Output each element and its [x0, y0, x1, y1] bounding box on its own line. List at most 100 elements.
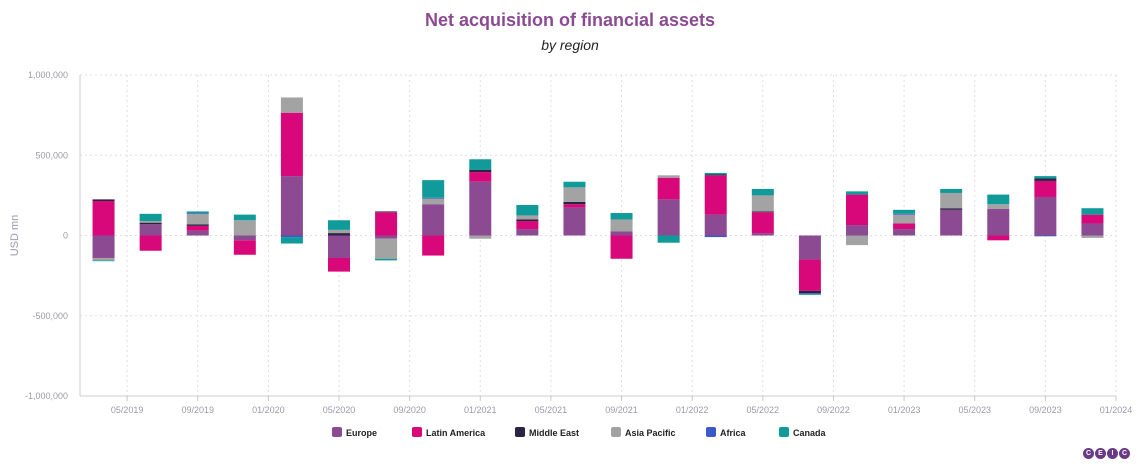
bar-segment [280, 112, 303, 177]
bar-segment [751, 195, 774, 212]
bar-segment [516, 215, 539, 220]
bar-segment [139, 235, 162, 251]
bar-segment [751, 233, 774, 236]
legend-label: Asia Pacific [625, 428, 676, 438]
bar-segment [610, 213, 633, 220]
bar-segment [704, 174, 727, 176]
bar-segment [280, 237, 303, 244]
bar-segment [846, 194, 868, 226]
logo-letter: C [1119, 448, 1130, 459]
bar-segment [704, 235, 727, 238]
bar-segment [751, 188, 774, 196]
bar-segment [375, 235, 398, 239]
legend-label: Europe [346, 428, 377, 438]
bar-segment [280, 176, 303, 236]
bar-segment [657, 175, 680, 178]
bar-segment [987, 209, 1010, 236]
bar-segment [328, 235, 350, 258]
bar-segment [516, 219, 539, 222]
bar-segment [469, 169, 492, 173]
bar-segment [186, 230, 209, 236]
bar-segment [940, 209, 963, 236]
bar-segment [563, 201, 586, 205]
legend-label: Africa [720, 428, 747, 438]
bar-segment [893, 209, 916, 214]
bar-segment [798, 259, 821, 291]
bar-segment [1034, 178, 1057, 181]
bar-segment [798, 235, 821, 260]
bar-segment [846, 225, 868, 236]
bar-segment [704, 214, 727, 236]
x-tick-label: 01/2022 [676, 405, 709, 415]
bar-segment [469, 172, 492, 182]
bar-segment [751, 212, 774, 234]
bar-segment [987, 194, 1010, 205]
bar-segment [563, 204, 586, 208]
bar-segment [328, 257, 350, 272]
bar-segment [846, 235, 868, 246]
chart-title: Net acquisition of financial assets [424, 10, 716, 30]
bar-segment [751, 211, 774, 213]
y-tick-label: -1,000,000 [25, 391, 68, 401]
bar-segment [328, 233, 350, 236]
bar-segment [233, 235, 256, 241]
bar-segment [610, 235, 633, 259]
bar-segment [422, 197, 445, 199]
bar-segment [1034, 180, 1057, 197]
bar-segment [328, 220, 350, 230]
x-tick-label: 09/2019 [181, 405, 214, 415]
bar-segment [186, 224, 209, 226]
bar-segment [1081, 214, 1104, 224]
logo-letter: I [1107, 448, 1118, 459]
bar-segment [186, 213, 209, 214]
bar-segment [940, 188, 963, 193]
bar-segment [610, 219, 633, 232]
x-tick-label: 01/2021 [464, 405, 497, 415]
x-tick-label: 09/2021 [605, 405, 638, 415]
bar-segment [375, 258, 398, 261]
bar-segment [139, 221, 162, 223]
x-tick-label: 09/2022 [817, 405, 850, 415]
bar-segment [893, 229, 916, 236]
bar-segment [186, 225, 209, 231]
x-tick-label: 01/2020 [252, 405, 285, 415]
bar-segment [186, 211, 209, 214]
bar-segment [280, 235, 303, 238]
bar-segment [846, 191, 868, 195]
bar-segment [704, 175, 727, 215]
bar-segment [375, 211, 398, 213]
bar-segment [657, 199, 680, 236]
bar-segment [233, 214, 256, 221]
bar-segment [563, 181, 586, 188]
bar-segment [1034, 176, 1057, 179]
bar-segment [92, 199, 115, 201]
bar-segment [563, 187, 586, 202]
bar-segment [92, 235, 115, 258]
bar-segment [893, 213, 916, 215]
bar-segment [280, 97, 303, 113]
y-tick-label: 1,000,000 [28, 70, 68, 80]
y-axis-label: USD mn [9, 215, 21, 257]
y-tick-label: -500,000 [32, 311, 68, 321]
bar-segment [233, 240, 256, 255]
bar-segment [139, 222, 162, 225]
legend-label: Middle East [529, 428, 579, 438]
bar-segment [1081, 235, 1104, 238]
legend-swatch [515, 427, 525, 437]
bar-segment [516, 205, 539, 216]
bar-segment [375, 238, 398, 259]
bar-segment [798, 290, 821, 294]
bar-segment [422, 204, 445, 236]
bar-segment [139, 224, 162, 236]
bar-segment [139, 213, 162, 222]
legend-swatch [412, 427, 422, 437]
bar-segment [893, 223, 916, 230]
chart-subtitle: by region [541, 37, 599, 53]
bar-segment [657, 235, 680, 243]
bar-segment [1081, 208, 1104, 215]
bar-segment [987, 235, 1010, 241]
legend-swatch [611, 427, 621, 437]
bar-segment [469, 181, 492, 236]
